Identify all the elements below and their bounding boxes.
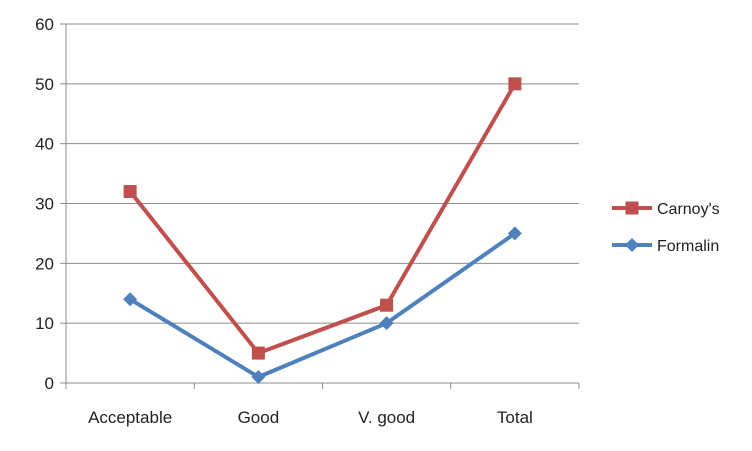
legend-label-carnoy-s: Carnoy's bbox=[657, 201, 720, 218]
y-tick-label-50: 50 bbox=[35, 75, 54, 94]
series-line-formalin bbox=[128, 231, 517, 380]
grid-lines bbox=[66, 23, 579, 324]
legend-item-carnoy-s: Carnoy's bbox=[612, 201, 720, 218]
y-tick-label-20: 20 bbox=[35, 254, 54, 273]
legend-item-formalin: Formalin bbox=[612, 238, 719, 255]
series-line-carnoy-s bbox=[128, 81, 517, 356]
series-carnoy-s bbox=[123, 77, 522, 360]
series-formalin bbox=[123, 226, 522, 385]
y-tick-label-30: 30 bbox=[35, 195, 54, 214]
data-point-carnoy-s-3 bbox=[508, 77, 522, 91]
axes: 0 10 20 30 40 50 60 Acceptable Good V. good Total bbox=[35, 15, 580, 427]
series-lines bbox=[123, 77, 522, 385]
x-tick-label-good: Good bbox=[238, 408, 280, 427]
y-tick-label-10: 10 bbox=[35, 314, 54, 333]
data-point-formalin-2 bbox=[379, 316, 394, 331]
data-point-carnoy-s-2 bbox=[380, 298, 394, 312]
y-tick-label-60: 60 bbox=[35, 15, 54, 34]
data-point-formalin-3 bbox=[507, 226, 522, 241]
y-tick-label-0: 0 bbox=[45, 374, 54, 393]
data-point-carnoy-s-1 bbox=[251, 346, 265, 360]
data-point-formalin-1 bbox=[251, 370, 266, 385]
data-point-carnoy-s-0 bbox=[123, 185, 137, 199]
data-point-formalin-0 bbox=[123, 292, 138, 307]
x-tick-label-total: Total bbox=[497, 408, 533, 427]
legend-marker-formalin bbox=[625, 238, 639, 252]
y-tick-label-40: 40 bbox=[35, 135, 54, 154]
x-tick-label-v-good: V. good bbox=[358, 408, 415, 427]
legend-label-formalin: Formalin bbox=[657, 238, 719, 255]
legend-marker-carnoy-s bbox=[625, 201, 639, 215]
x-tick-label-acceptable: Acceptable bbox=[88, 408, 172, 427]
legend: Carnoy's Formalin bbox=[612, 201, 720, 255]
